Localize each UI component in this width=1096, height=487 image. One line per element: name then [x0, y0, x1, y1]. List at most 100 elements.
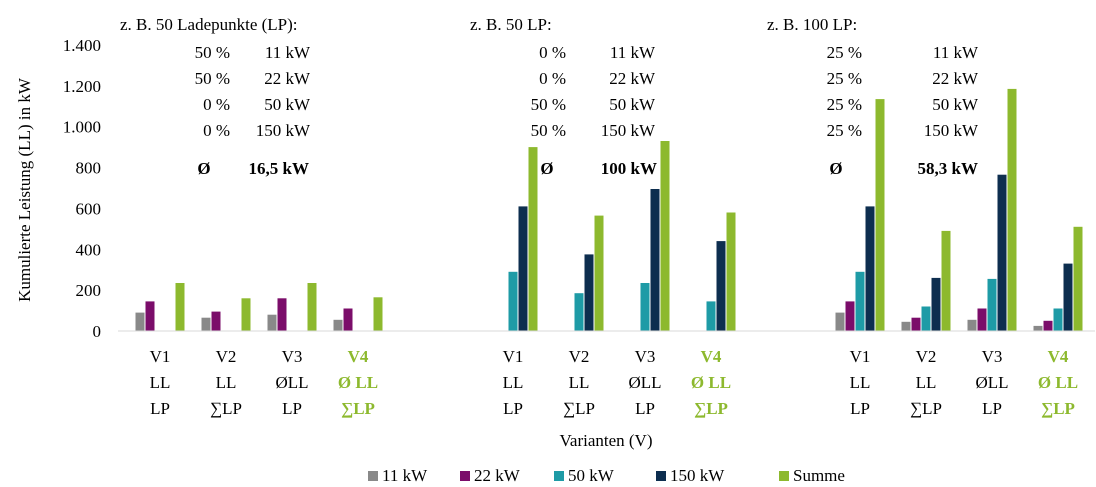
- legend-label: Summe: [793, 466, 845, 485]
- x-tick-label: LL: [850, 373, 871, 392]
- x-tick-label: V1: [150, 347, 171, 366]
- x-tick-label: LL: [216, 373, 237, 392]
- bar: [277, 298, 287, 331]
- legend-swatch: [554, 471, 564, 481]
- y-axis-title: Kumulierte Leistung (LL) in kW: [15, 77, 34, 302]
- average-value: 100 kW: [601, 159, 657, 178]
- bar: [175, 283, 185, 331]
- y-tick-label: 1.000: [63, 118, 101, 137]
- bar: [267, 314, 277, 331]
- x-tick-label: LP: [635, 399, 655, 418]
- bar: [901, 321, 911, 331]
- bar: [594, 215, 604, 331]
- x-tick-label: ∑LP: [1041, 399, 1075, 418]
- legend: 11 kW 22 kW 50 kW 150 kW Summe: [368, 466, 845, 485]
- x-tick-label: V4: [348, 347, 369, 366]
- x-tick-label: LL: [916, 373, 937, 392]
- legend-label: 50 kW: [568, 466, 615, 485]
- x-tick-label: ØLL: [628, 373, 661, 392]
- legend-label: 150 kW: [670, 466, 725, 485]
- mix-power: 50 kW: [264, 95, 311, 114]
- mix-power: 22 kW: [932, 69, 979, 88]
- y-axis: 0 200 400 600 800 1.000 1.200 1.400: [63, 36, 101, 341]
- x-tick-label: Ø LL: [338, 373, 378, 392]
- bar: [584, 254, 594, 331]
- x-tick-label: LL: [150, 373, 171, 392]
- bar: [518, 206, 528, 331]
- mix-power: 50 kW: [932, 95, 979, 114]
- y-tick-label: 600: [76, 199, 102, 218]
- legend-swatch: [779, 471, 789, 481]
- bar: [201, 317, 211, 331]
- mix-power: 11 kW: [265, 43, 311, 62]
- x-tick-label: LP: [282, 399, 302, 418]
- x-tick-label: V1: [503, 347, 524, 366]
- bar: [967, 319, 977, 331]
- mix-percent: 50 %: [195, 69, 230, 88]
- x-tick-label: LL: [503, 373, 524, 392]
- bar: [911, 317, 921, 331]
- plot-area: [135, 88, 1083, 332]
- x-tick-label: V1: [850, 347, 871, 366]
- mix-power: 11 kW: [610, 43, 656, 62]
- mix-percent: 25 %: [827, 69, 862, 88]
- x-tick-label: ∑LP: [563, 399, 595, 418]
- legend-swatch: [656, 471, 666, 481]
- group-title: z. B. 100 LP:: [767, 15, 857, 34]
- x-axis-title: Varianten (V): [560, 431, 653, 450]
- bar: [845, 301, 855, 331]
- legend-swatch: [368, 471, 378, 481]
- x-tick-label: Ø LL: [691, 373, 731, 392]
- bar: [875, 99, 885, 331]
- bar: [343, 308, 353, 331]
- bar: [855, 271, 865, 331]
- legend-label: 22 kW: [474, 466, 521, 485]
- x-tick-label: LP: [982, 399, 1002, 418]
- y-tick-label: 400: [76, 240, 102, 259]
- bar: [640, 283, 650, 331]
- average-value: 16,5 kW: [249, 159, 309, 178]
- x-tick-label: ∑LP: [910, 399, 942, 418]
- x-tick-label: LL: [569, 373, 590, 392]
- y-tick-label: 200: [76, 281, 102, 300]
- legend-swatch: [460, 471, 470, 481]
- bar: [135, 312, 145, 331]
- annotations: z. B. 50 Ladepunkte (LP): 50 % 11 kW 50 % 22…: [120, 15, 979, 178]
- mix-percent: 25 %: [827, 95, 862, 114]
- average-symbol: Ø: [829, 159, 842, 178]
- bar: [941, 230, 951, 331]
- mix-power: 11 kW: [933, 43, 979, 62]
- bar: [706, 301, 716, 331]
- x-tick-label: V4: [701, 347, 722, 366]
- mix-power: 150 kW: [256, 121, 311, 140]
- bar: [333, 319, 343, 331]
- average-symbol: Ø: [540, 159, 553, 178]
- y-tick-label: 0: [93, 322, 102, 341]
- mix-power: 50 kW: [609, 95, 656, 114]
- bar: [508, 271, 518, 331]
- bar: [145, 301, 155, 331]
- x-tick-label: LP: [150, 399, 170, 418]
- bar: [987, 278, 997, 331]
- bar: [660, 141, 670, 331]
- mix-power: 150 kW: [924, 121, 979, 140]
- x-tick-label: LP: [503, 399, 523, 418]
- bar: [307, 283, 317, 331]
- bar: [726, 212, 736, 331]
- mix-percent: 0 %: [539, 69, 566, 88]
- x-tick-label: V3: [982, 347, 1003, 366]
- y-tick-label: 1.400: [63, 36, 101, 55]
- average-symbol: Ø: [197, 159, 210, 178]
- bar: [921, 306, 931, 331]
- bar: [931, 277, 941, 331]
- mix-power: 150 kW: [601, 121, 656, 140]
- mix-power: 22 kW: [609, 69, 656, 88]
- mix-power: 22 kW: [264, 69, 311, 88]
- bar: [1007, 88, 1017, 332]
- x-tick-label: ∑LP: [341, 399, 375, 418]
- y-tick-label: 800: [76, 159, 102, 178]
- x-tick-label: ∑LP: [210, 399, 242, 418]
- bar: [1043, 320, 1053, 331]
- mix-percent: 50 %: [531, 121, 566, 140]
